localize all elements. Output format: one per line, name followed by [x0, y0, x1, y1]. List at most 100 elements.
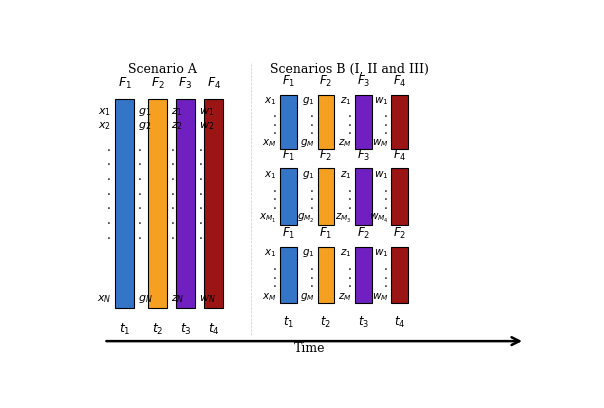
Text: .: .: [138, 214, 142, 227]
Bar: [318, 247, 335, 304]
Text: .: .: [171, 141, 175, 154]
Text: $g_1$: $g_1$: [138, 106, 152, 118]
Text: $\mathit{F}_4$: $\mathit{F}_4$: [393, 148, 406, 163]
Text: .: .: [273, 182, 277, 195]
Text: .: .: [107, 155, 111, 169]
Text: $\mathit{F}_2$: $\mathit{F}_2$: [150, 76, 164, 91]
Text: .: .: [171, 214, 175, 227]
Text: .: .: [273, 115, 277, 129]
Text: Scenario A: Scenario A: [127, 63, 196, 76]
Text: .: .: [384, 107, 388, 120]
Text: .: .: [138, 199, 142, 212]
Text: $w_M$: $w_M$: [371, 291, 388, 303]
Text: .: .: [384, 260, 388, 273]
Text: .: .: [348, 199, 352, 212]
Text: $z_1$: $z_1$: [171, 106, 183, 118]
Text: .: .: [348, 182, 352, 195]
Text: .: .: [384, 182, 388, 195]
Text: Scenarios B (I, II and III): Scenarios B (I, II and III): [270, 63, 429, 76]
Text: .: .: [310, 190, 314, 203]
Text: $g_2$: $g_2$: [138, 120, 152, 132]
Bar: [204, 99, 223, 308]
Text: $\mathit{t}_1$: $\mathit{t}_1$: [119, 322, 130, 337]
Text: .: .: [310, 182, 314, 195]
Text: Time: Time: [294, 342, 326, 355]
Text: .: .: [384, 268, 388, 282]
Text: .: .: [138, 185, 142, 197]
Text: $w_2$: $w_2$: [199, 120, 214, 132]
Text: $x_N$: $x_N$: [97, 293, 111, 305]
Text: $\mathit{F}_3$: $\mathit{F}_3$: [357, 74, 370, 89]
Text: .: .: [171, 155, 175, 169]
Text: .: .: [348, 107, 352, 120]
Text: $g_N$: $g_N$: [138, 293, 153, 305]
Bar: [176, 99, 195, 308]
Text: $w_1$: $w_1$: [199, 106, 214, 118]
Text: .: .: [138, 141, 142, 154]
Text: $z_M$: $z_M$: [338, 137, 352, 149]
Bar: [391, 169, 408, 225]
Text: .: .: [171, 185, 175, 197]
Text: $g_1$: $g_1$: [301, 95, 314, 107]
Text: $\mathit{F}_1$: $\mathit{F}_1$: [118, 76, 132, 91]
Text: $x_M$: $x_M$: [262, 137, 277, 149]
Bar: [355, 169, 372, 225]
Text: $g_1$: $g_1$: [301, 169, 314, 181]
Text: $\mathit{F}_3$: $\mathit{F}_3$: [178, 76, 193, 91]
Text: $x_M$: $x_M$: [262, 291, 277, 303]
Text: $z_{M_3}$: $z_{M_3}$: [335, 212, 352, 225]
Text: $\mathit{F}_2$: $\mathit{F}_2$: [320, 74, 333, 89]
Text: .: .: [199, 214, 203, 227]
Text: .: .: [107, 228, 111, 242]
Text: .: .: [171, 199, 175, 212]
Bar: [280, 247, 297, 304]
FancyArrowPatch shape: [106, 337, 519, 345]
Text: .: .: [138, 228, 142, 242]
Text: $\mathit{t}_4$: $\mathit{t}_4$: [394, 315, 405, 330]
Text: .: .: [171, 228, 175, 242]
Text: .: .: [310, 115, 314, 129]
Bar: [280, 95, 297, 149]
Text: $\mathit{F}_3$: $\mathit{F}_3$: [357, 148, 370, 163]
Text: .: .: [107, 185, 111, 197]
Text: .: .: [107, 141, 111, 154]
Text: .: .: [348, 190, 352, 203]
Text: $\mathit{F}_4$: $\mathit{F}_4$: [207, 76, 220, 91]
Text: $w_N$: $w_N$: [199, 293, 216, 305]
Text: .: .: [199, 170, 203, 183]
Text: .: .: [348, 115, 352, 129]
Text: .: .: [107, 170, 111, 183]
Text: .: .: [310, 107, 314, 120]
Text: .: .: [199, 141, 203, 154]
Text: $\mathit{F}_2$: $\mathit{F}_2$: [393, 226, 406, 241]
Text: $g_1$: $g_1$: [301, 247, 314, 259]
Text: $\mathit{t}_4$: $\mathit{t}_4$: [208, 322, 219, 337]
Text: $w_{M_4}$: $w_{M_4}$: [368, 212, 388, 225]
Text: .: .: [384, 124, 388, 137]
Text: $x_1$: $x_1$: [265, 95, 277, 107]
Text: $x_1$: $x_1$: [265, 247, 277, 259]
Text: .: .: [384, 115, 388, 129]
Bar: [147, 99, 167, 308]
Text: .: .: [107, 214, 111, 227]
Text: $g_M$: $g_M$: [300, 291, 314, 303]
Text: .: .: [384, 199, 388, 212]
Text: .: .: [199, 228, 203, 242]
Text: .: .: [138, 155, 142, 169]
Text: $z_2$: $z_2$: [171, 120, 183, 132]
Text: .: .: [199, 185, 203, 197]
Bar: [391, 247, 408, 304]
Text: $x_1$: $x_1$: [98, 106, 111, 118]
Text: .: .: [273, 260, 277, 273]
Text: $\mathit{t}_3$: $\mathit{t}_3$: [358, 315, 369, 330]
Text: $w_1$: $w_1$: [374, 169, 388, 180]
Bar: [280, 169, 297, 225]
Text: .: .: [348, 277, 352, 290]
Text: .: .: [348, 260, 352, 273]
Bar: [115, 99, 135, 308]
Text: .: .: [273, 107, 277, 120]
Text: $\mathit{F}_1$: $\mathit{F}_1$: [320, 226, 333, 241]
Text: .: .: [310, 277, 314, 290]
Text: .: .: [273, 277, 277, 290]
Text: .: .: [310, 199, 314, 212]
